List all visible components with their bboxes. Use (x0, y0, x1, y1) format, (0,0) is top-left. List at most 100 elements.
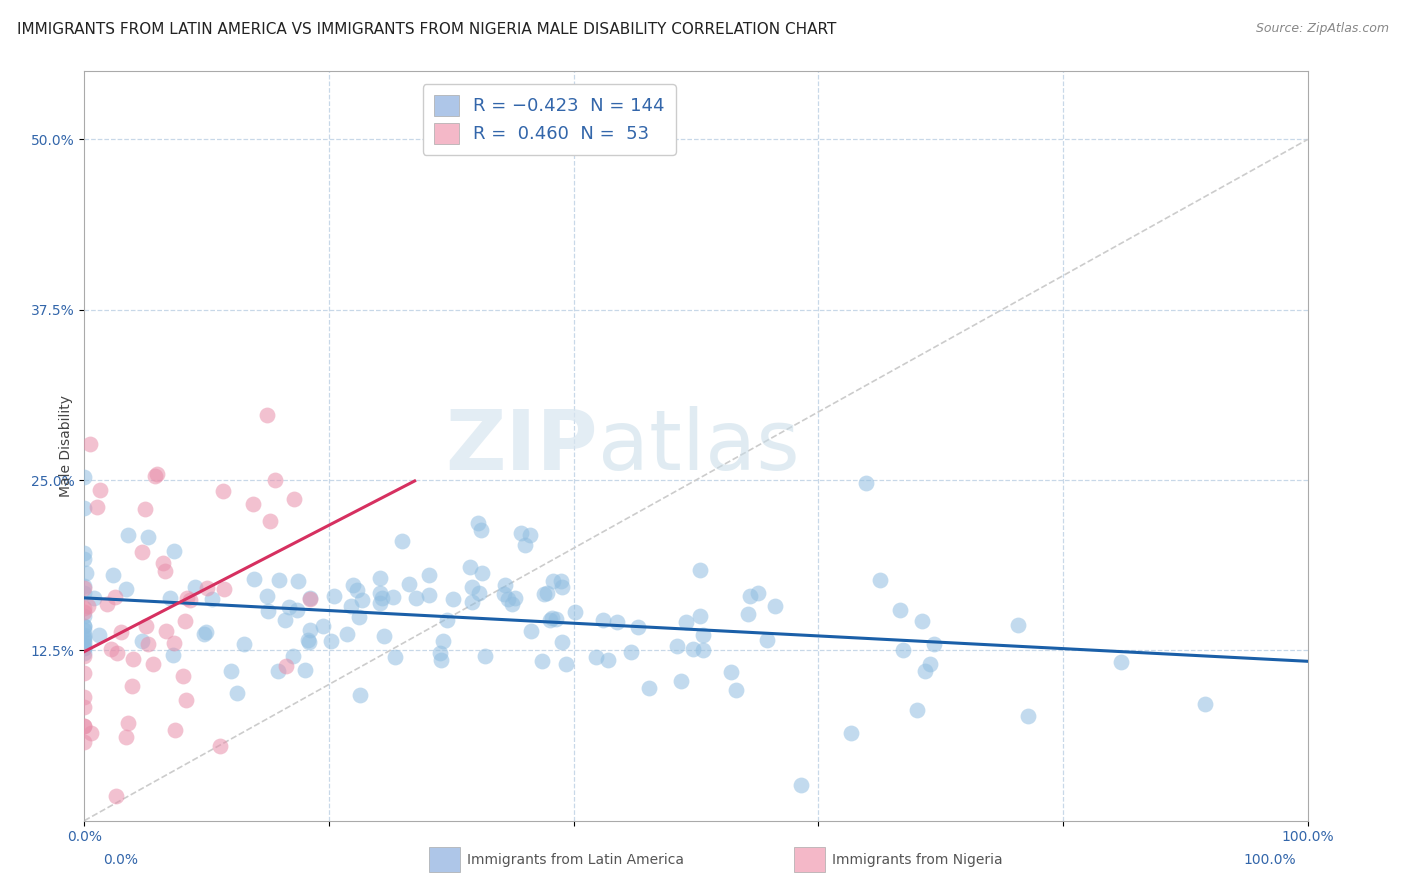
Point (76, 599, 98, 613)
Point (152, 556, 174, 570)
Point (891, 642, 914, 657)
Point (755, 633, 778, 648)
Point (747, 586, 769, 600)
Point (398, 577, 420, 591)
Point (384, 650, 406, 665)
Point (105, 646, 128, 660)
Point (73, 719, 96, 733)
Point (100, 642, 122, 657)
Point (281, 649, 304, 664)
Text: 100.0%: 100.0% (1244, 853, 1296, 867)
Point (671, 674, 693, 689)
Point (73, 700, 96, 714)
Point (264, 473, 287, 487)
Point (461, 580, 484, 594)
Point (115, 582, 138, 597)
Point (115, 730, 138, 744)
Point (368, 586, 391, 600)
Point (468, 586, 491, 600)
Point (183, 580, 205, 594)
Point (155, 624, 177, 638)
Point (692, 642, 714, 657)
Point (458, 560, 481, 574)
Point (620, 645, 643, 659)
Point (519, 527, 541, 541)
Point (391, 534, 413, 549)
Point (73, 735, 96, 749)
Point (322, 589, 344, 603)
Point (121, 679, 143, 693)
Legend: R = −0.423  N = 144, R =  0.460  N =  53: R = −0.423 N = 144, R = 0.460 N = 53 (423, 84, 676, 154)
Point (682, 641, 704, 656)
Point (467, 516, 489, 530)
Point (918, 657, 941, 672)
Point (298, 591, 321, 606)
Point (73, 605, 96, 619)
Point (551, 635, 574, 649)
Point (285, 602, 308, 616)
Point (274, 658, 297, 673)
Point (321, 634, 343, 648)
Point (555, 657, 578, 671)
Point (346, 582, 368, 597)
Point (136, 637, 159, 651)
Point (429, 646, 451, 660)
Point (174, 693, 197, 707)
Text: IMMIGRANTS FROM LATIN AMERICA VS IMMIGRANTS FROM NIGERIA MALE DISABILITY CORRELA: IMMIGRANTS FROM LATIN AMERICA VS IMMIGRA… (17, 22, 837, 37)
Point (905, 703, 928, 717)
Point (1109, 655, 1132, 669)
Point (86, 500, 108, 514)
Text: 0.0%: 0.0% (103, 853, 138, 867)
Point (606, 615, 628, 630)
Point (162, 636, 184, 650)
Point (418, 567, 440, 582)
Point (470, 523, 492, 537)
Point (692, 628, 714, 642)
Point (73, 618, 96, 632)
Point (142, 657, 165, 672)
Point (1194, 697, 1216, 711)
Point (1017, 708, 1039, 723)
Point (73, 719, 96, 733)
Point (79, 437, 101, 451)
Point (242, 497, 264, 511)
Point (104, 789, 127, 803)
Point (146, 467, 169, 481)
Point (520, 624, 543, 639)
Point (441, 592, 464, 607)
Point (349, 610, 371, 624)
Point (405, 591, 427, 605)
Point (914, 664, 936, 678)
Text: Source: ZipAtlas.com: Source: ZipAtlas.com (1256, 22, 1389, 36)
Point (267, 664, 290, 678)
Point (104, 591, 127, 605)
Point (117, 715, 139, 730)
Point (195, 624, 218, 639)
Point (471, 566, 494, 580)
Point (256, 589, 278, 603)
Point (689, 608, 711, 623)
Point (73, 579, 96, 593)
Point (233, 637, 256, 651)
Point (368, 596, 391, 610)
Point (131, 545, 153, 559)
Point (666, 639, 689, 653)
Point (73, 546, 96, 560)
Point (212, 582, 235, 596)
Point (256, 409, 278, 423)
Point (551, 580, 574, 594)
Point (675, 615, 697, 630)
Point (564, 605, 586, 619)
Point (73, 628, 96, 642)
Text: ZIP: ZIP (446, 406, 598, 486)
Point (256, 604, 278, 618)
Point (509, 526, 531, 541)
Point (503, 591, 526, 606)
Point (209, 739, 232, 753)
Point (269, 574, 291, 588)
Point (738, 589, 761, 603)
Point (179, 593, 201, 607)
Point (515, 538, 537, 552)
Point (135, 618, 157, 632)
Point (725, 683, 748, 698)
